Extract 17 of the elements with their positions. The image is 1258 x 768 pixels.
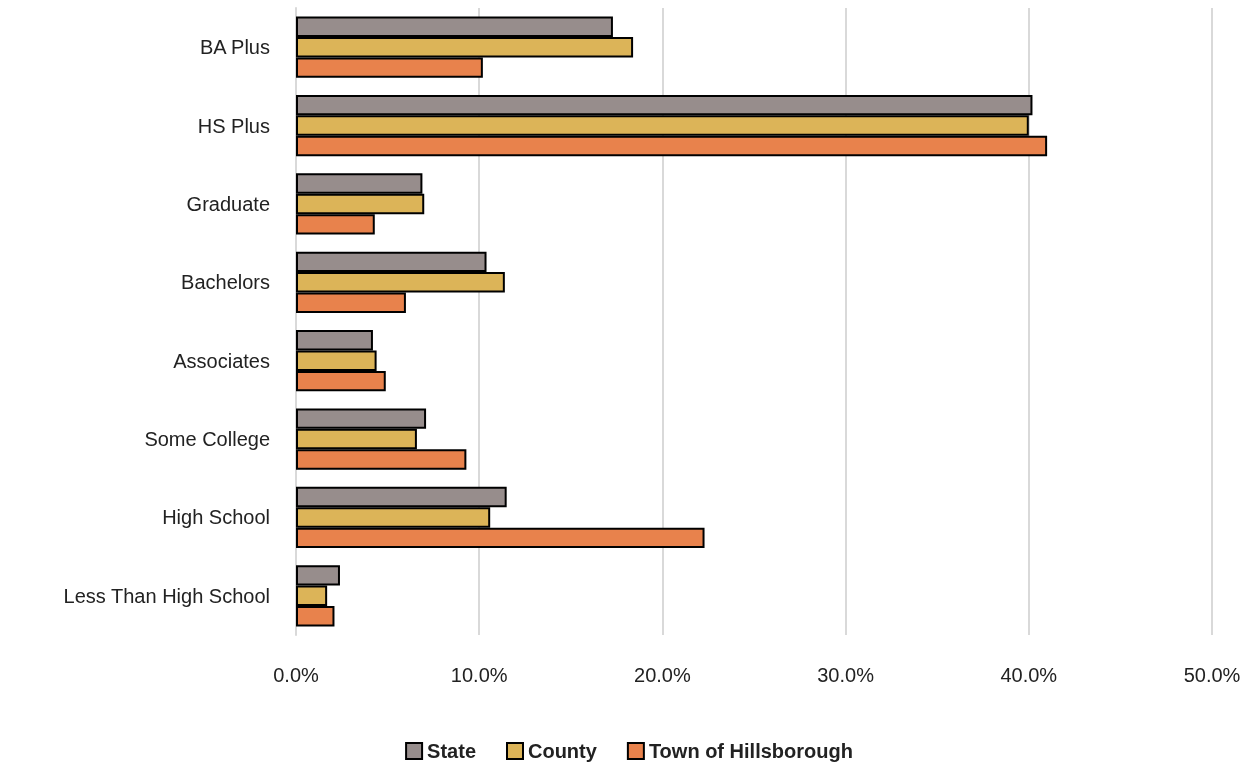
y-tick-label: Bachelors bbox=[181, 271, 270, 294]
y-tick-label: BA Plus bbox=[199, 36, 270, 59]
legend-label: County bbox=[528, 740, 598, 762]
y-tick-label: Less Than High School bbox=[63, 584, 270, 607]
x-tick-label: 10.0% bbox=[450, 664, 508, 686]
x-tick-label: 30.0% bbox=[817, 664, 875, 686]
y-tick-label: HS Plus bbox=[197, 114, 270, 137]
y-tick-label: Associates bbox=[173, 349, 270, 372]
y-tick-label: Graduate bbox=[186, 192, 270, 215]
y-tick-label: Some College bbox=[144, 428, 270, 451]
x-tick-label: 20.0% bbox=[634, 664, 691, 686]
x-tick-label: 50.0% bbox=[1183, 664, 1241, 686]
legend-label: State bbox=[427, 740, 476, 762]
legend-label: Town of Hillsborough bbox=[648, 740, 853, 762]
y-tick-label: High School bbox=[162, 506, 270, 529]
x-tick-label: 40.0% bbox=[1000, 664, 1058, 686]
x-tick-label: 0.0% bbox=[273, 664, 320, 686]
